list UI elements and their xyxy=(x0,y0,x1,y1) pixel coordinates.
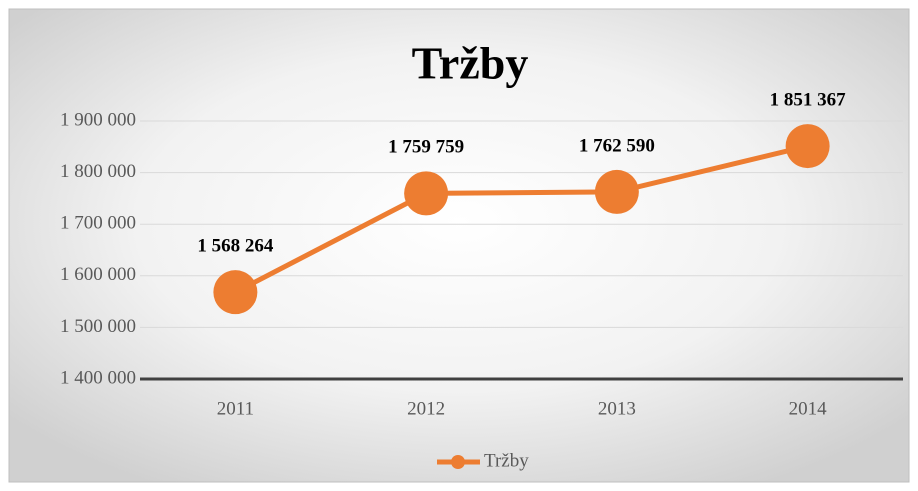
data-label: 1 568 264 xyxy=(197,236,274,257)
legend-marker xyxy=(451,455,465,469)
y-tick-label: 1 400 000 xyxy=(60,367,136,388)
data-label: 1 759 759 xyxy=(388,137,464,158)
y-tick-label: 1 900 000 xyxy=(60,109,136,130)
data-point xyxy=(785,124,830,169)
y-tick-label: 1 700 000 xyxy=(60,213,136,234)
chart-title: Tržby xyxy=(412,38,529,89)
legend-label: Tržby xyxy=(484,450,529,471)
y-tick-label: 1 600 000 xyxy=(60,264,136,285)
data-point xyxy=(213,270,258,315)
data-label: 1 762 590 xyxy=(579,135,655,156)
x-tick-label: 2013 xyxy=(598,398,636,419)
y-tick-label: 1 800 000 xyxy=(60,161,136,182)
data-point xyxy=(404,171,449,216)
x-tick-label: 2011 xyxy=(217,398,254,419)
data-label: 1 851 367 xyxy=(770,89,847,110)
data-line xyxy=(234,143,809,295)
x-tick-label: 2012 xyxy=(407,398,445,419)
y-tick-label: 1 500 000 xyxy=(60,316,136,337)
x-tick-label: 2014 xyxy=(789,398,828,419)
chart-background xyxy=(8,8,910,483)
data-point xyxy=(594,169,639,214)
